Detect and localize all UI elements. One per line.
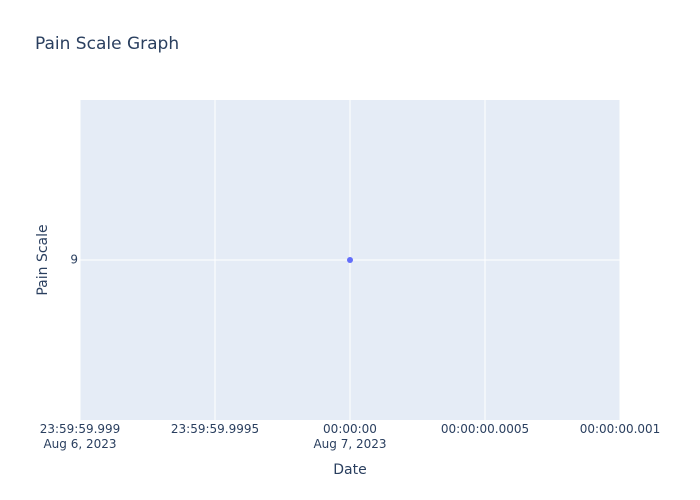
x-tick-label: 00:00:00 Aug 7, 2023	[313, 422, 387, 451]
x-tick-label: 23:59:59.999 Aug 6, 2023	[39, 422, 121, 451]
y-tick-label: 9	[70, 253, 78, 267]
x-tick-label: 23:59:59.9995	[170, 422, 260, 436]
y-axis-label: Pain Scale	[35, 224, 51, 295]
data-point	[347, 257, 353, 263]
x-tick-label: 00:00:00.001	[579, 422, 661, 436]
chart-title: Pain Scale Graph	[35, 34, 179, 54]
x-tick-label: 00:00:00.0005	[440, 422, 530, 436]
x-axis-label: Date	[333, 462, 366, 478]
